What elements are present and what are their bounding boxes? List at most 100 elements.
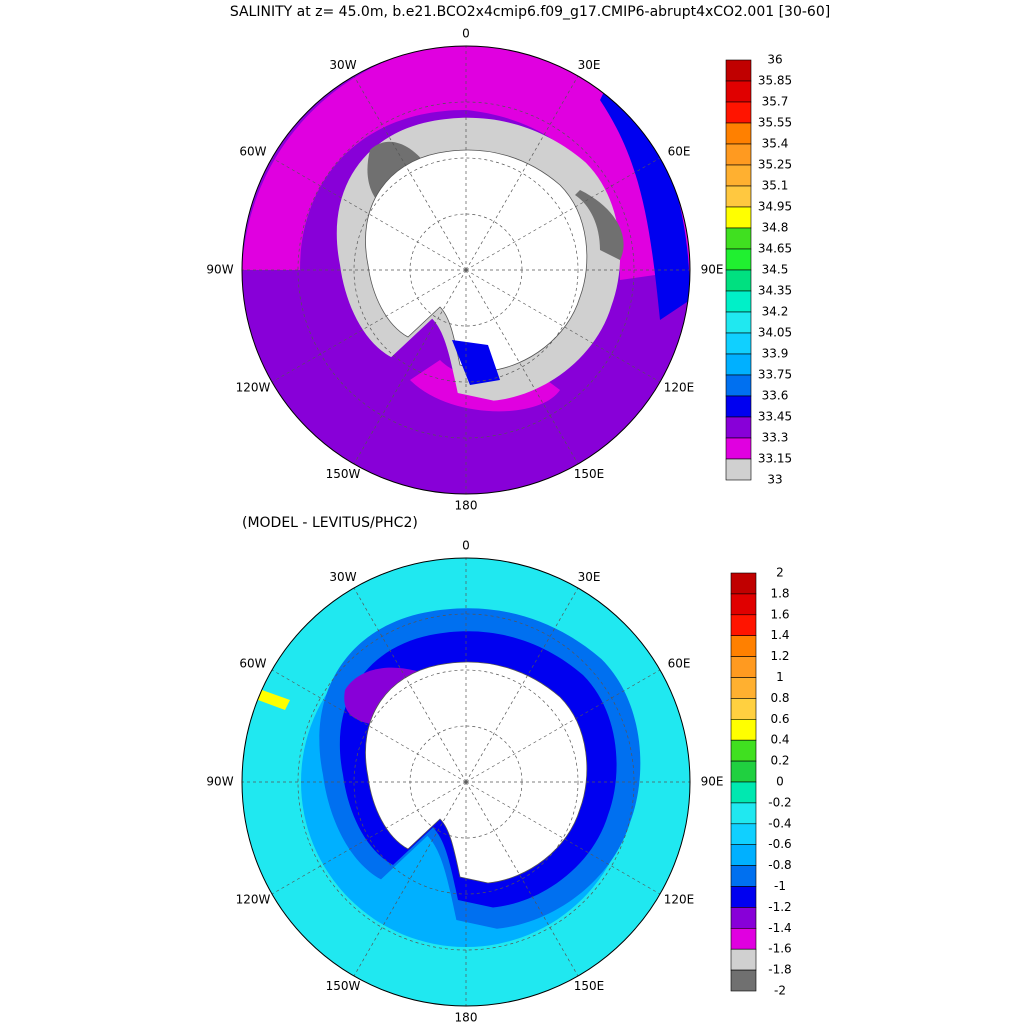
colorbar-label: 1.2	[770, 649, 789, 663]
colorbar-box	[730, 677, 757, 699]
colorbar-label: -1.2	[768, 900, 791, 914]
longitude-label: 90W	[206, 775, 233, 789]
colorbar-label: 34.65	[758, 242, 792, 256]
colorbar-box	[725, 206, 752, 229]
title: SALINITY at z= 45.0m, b.e21.BCO2x4cmip6.…	[230, 4, 830, 20]
colorbar-label: 33.3	[762, 431, 789, 445]
colorbar-label: -1.4	[768, 921, 791, 935]
colorbar-label: -0.2	[768, 795, 791, 809]
colorbar-label: -1.6	[768, 942, 791, 956]
longitude-label: 60E	[668, 145, 691, 159]
colorbar-label: 0.8	[770, 691, 789, 705]
meridian	[271, 669, 467, 783]
colorbar-box	[730, 635, 757, 657]
colorbar-label: 35.85	[758, 74, 792, 88]
meridian	[465, 269, 661, 383]
meridian	[465, 781, 661, 895]
meridian	[271, 269, 467, 383]
colorbar-box	[730, 781, 757, 804]
colorbar-label: 0.2	[770, 754, 789, 768]
colorbar-box	[730, 907, 757, 929]
colorbar-label: 34.35	[758, 284, 792, 298]
longitude-label: 180	[455, 499, 478, 513]
meridian	[465, 781, 579, 977]
colorbar-label: 1.4	[770, 628, 789, 642]
colorbar-box	[730, 593, 757, 616]
longitude-label: 30E	[578, 58, 601, 72]
colorbar-label: 35.7	[762, 95, 789, 109]
colorbar-box	[730, 886, 757, 908]
longitude-label: 0	[462, 27, 470, 41]
colorbar-box	[725, 248, 752, 271]
colorbar-label: 1.8	[770, 586, 789, 600]
colorbar-label: 33	[767, 473, 782, 487]
colorbar-box	[730, 698, 757, 720]
colorbar-box	[725, 269, 752, 292]
colorbar-label: 33.15	[758, 452, 792, 466]
colorbar-box	[730, 760, 757, 783]
latitude-circle	[353, 157, 579, 383]
meridian	[353, 781, 467, 977]
colorbar-box	[725, 143, 752, 166]
colorbar-box	[725, 290, 752, 313]
colorbar-label: -0.6	[768, 837, 791, 851]
colorbar-label: -2	[774, 984, 786, 998]
colorbar-label: 34.05	[758, 326, 792, 340]
colorbar-box	[730, 802, 757, 825]
colorbar-box	[725, 80, 752, 103]
colorbar-box	[730, 948, 757, 971]
colorbar-label: 1	[776, 670, 784, 684]
longitude-label: 90W	[206, 263, 233, 277]
colorbar-label: 0	[776, 775, 784, 789]
subtitle: (MODEL - LEVITUS/PHC2)	[242, 515, 418, 531]
colorbar-label: 35.55	[758, 116, 792, 130]
colorbar-label: 33.45	[758, 410, 792, 424]
meridian	[353, 587, 467, 783]
longitude-label: 150E	[574, 467, 605, 481]
longitude-label: 150W	[326, 979, 361, 993]
colorbar-box	[725, 101, 752, 124]
longitude-label: 180	[455, 1011, 478, 1025]
meridian	[353, 75, 467, 271]
colorbar-label: -0.8	[768, 858, 791, 872]
colorbar-label: 34.2	[762, 305, 789, 319]
longitude-label: 30E	[578, 570, 601, 584]
colorbar-box	[730, 739, 757, 762]
longitude-label: 90E	[701, 775, 724, 789]
meridian	[465, 269, 579, 465]
meridian	[271, 781, 467, 895]
longitude-label: 60E	[668, 657, 691, 671]
colorbar-box	[725, 416, 752, 439]
colorbar-label: 1.6	[770, 607, 789, 621]
longitude-label: 60W	[239, 657, 266, 671]
colorbar-label: 35.25	[758, 158, 792, 172]
colorbar-label: 34.5	[762, 263, 789, 277]
meridian	[465, 75, 579, 271]
colorbar-box	[725, 374, 752, 397]
meridian	[353, 269, 467, 465]
colorbar-label: -0.4	[768, 816, 791, 830]
colorbar-label: 34.8	[762, 221, 789, 235]
colorbar-label: 35.4	[762, 137, 789, 151]
colorbar-box	[730, 844, 757, 866]
colorbar-box	[725, 122, 752, 145]
colorbar-label: 33.75	[758, 368, 792, 382]
colorbar-box	[730, 927, 757, 950]
longitude-label: 30W	[329, 58, 356, 72]
map-border	[241, 45, 691, 495]
colorbar-box	[730, 823, 757, 845]
meridian	[465, 587, 579, 783]
colorbar-label: -1.8	[768, 963, 791, 977]
colorbar-box	[725, 395, 752, 418]
colorbar-box	[730, 614, 757, 636]
longitude-label: 90E	[701, 263, 724, 277]
meridian	[271, 157, 467, 271]
colorbar-box	[725, 164, 752, 187]
colorbar-box	[730, 969, 757, 992]
colorbar-box	[730, 865, 757, 887]
colorbar-box	[725, 353, 752, 376]
colorbar-label: 2	[776, 566, 784, 580]
colorbar-label: 35.1	[762, 179, 789, 193]
longitude-label: 120W	[236, 381, 271, 395]
colorbar-box	[725, 227, 752, 250]
